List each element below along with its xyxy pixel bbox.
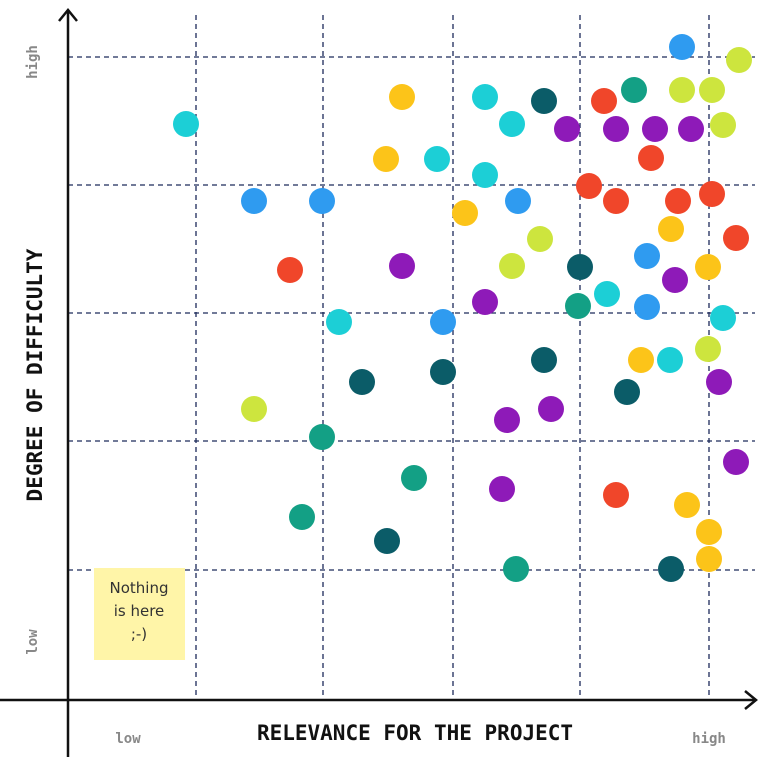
dot[interactable] (241, 188, 267, 214)
dot[interactable] (505, 188, 531, 214)
dot[interactable] (628, 347, 654, 373)
dot[interactable] (531, 88, 557, 114)
dot[interactable] (173, 111, 199, 137)
dot[interactable] (554, 116, 580, 142)
dot[interactable] (531, 347, 557, 373)
dot[interactable] (674, 492, 700, 518)
axes (0, 8, 758, 757)
dot[interactable] (374, 528, 400, 554)
dot[interactable] (634, 294, 660, 320)
dot[interactable] (603, 116, 629, 142)
dot[interactable] (695, 254, 721, 280)
dot[interactable] (723, 449, 749, 475)
dot[interactable] (565, 293, 591, 319)
dot[interactable] (723, 225, 749, 251)
dot[interactable] (309, 188, 335, 214)
dot[interactable] (699, 181, 725, 207)
note-line: is here (114, 602, 165, 620)
dot[interactable] (538, 396, 564, 422)
y-axis-arrow (58, 8, 78, 22)
note-line: Nothing (110, 579, 169, 597)
dot[interactable] (401, 465, 427, 491)
x-high-label: high (692, 731, 726, 747)
x-axis-arrow (744, 690, 758, 710)
dot[interactable] (494, 407, 520, 433)
dot[interactable] (326, 309, 352, 335)
dot[interactable] (695, 336, 721, 362)
dot[interactable] (614, 379, 640, 405)
x-axis-title: RELEVANCE FOR THE PROJECT (257, 721, 573, 745)
dot[interactable] (696, 519, 722, 545)
dot[interactable] (472, 84, 498, 110)
dot[interactable] (591, 88, 617, 114)
dot[interactable] (696, 546, 722, 572)
dot[interactable] (642, 116, 668, 142)
dot[interactable] (389, 253, 415, 279)
y-low-label: low (25, 629, 41, 655)
x-low-label: low (115, 731, 141, 747)
dot[interactable] (665, 188, 691, 214)
dot[interactable] (621, 77, 647, 103)
dot[interactable] (634, 243, 660, 269)
dot[interactable] (309, 424, 335, 450)
y-high-label: high (25, 45, 41, 79)
dot[interactable] (499, 111, 525, 137)
dot[interactable] (658, 556, 684, 582)
dot[interactable] (662, 267, 688, 293)
dot[interactable] (349, 369, 375, 395)
dot[interactable] (699, 77, 725, 103)
dot[interactable] (424, 146, 450, 172)
y-axis-title: DEGREE OF DIFFICULTY (23, 248, 47, 501)
dot[interactable] (658, 216, 684, 242)
dot[interactable] (669, 34, 695, 60)
dot[interactable] (430, 359, 456, 385)
dot[interactable] (678, 116, 704, 142)
dot[interactable] (289, 504, 315, 530)
dot[interactable] (657, 347, 683, 373)
dot[interactable] (472, 289, 498, 315)
dot[interactable] (241, 396, 267, 422)
dot[interactable] (567, 254, 593, 280)
dot[interactable] (489, 476, 515, 502)
dot[interactable] (594, 281, 620, 307)
dot[interactable] (373, 146, 399, 172)
dot[interactable] (527, 226, 553, 252)
dot[interactable] (603, 482, 629, 508)
dot[interactable] (503, 556, 529, 582)
dot[interactable] (472, 162, 498, 188)
dot[interactable] (710, 305, 736, 331)
dot[interactable] (669, 77, 695, 103)
dot[interactable] (603, 188, 629, 214)
dot[interactable] (576, 173, 602, 199)
dots (173, 34, 752, 582)
grid (68, 15, 755, 700)
dot[interactable] (710, 112, 736, 138)
dot[interactable] (389, 84, 415, 110)
dot[interactable] (706, 369, 732, 395)
dot[interactable] (499, 253, 525, 279)
dot[interactable] (277, 257, 303, 283)
dot[interactable] (638, 145, 664, 171)
sticky-note[interactable] (94, 568, 185, 660)
dot[interactable] (726, 47, 752, 73)
dot[interactable] (452, 200, 478, 226)
note-line: ;-) (131, 625, 147, 643)
dot[interactable] (430, 309, 456, 335)
